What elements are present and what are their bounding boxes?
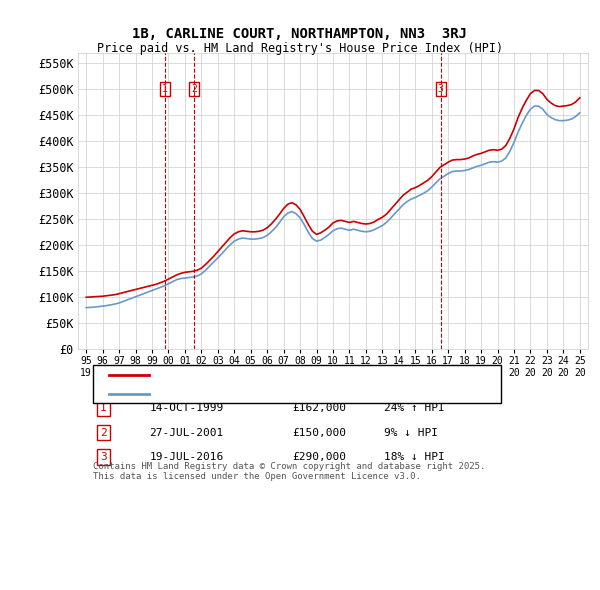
- Text: 3: 3: [438, 84, 443, 94]
- Text: HPI: Average price, detached house, West Northamptonshire: HPI: Average price, detached house, West…: [160, 389, 494, 399]
- Text: 1B, CARLINE COURT, NORTHAMPTON, NN3  3RJ: 1B, CARLINE COURT, NORTHAMPTON, NN3 3RJ: [133, 27, 467, 41]
- Text: Contains HM Land Registry data © Crown copyright and database right 2025.
This d: Contains HM Land Registry data © Crown c…: [94, 462, 485, 481]
- Text: £290,000: £290,000: [292, 452, 346, 462]
- Text: 14-OCT-1999: 14-OCT-1999: [149, 404, 224, 414]
- Text: 2: 2: [191, 84, 197, 94]
- Text: 2: 2: [100, 428, 107, 438]
- Text: 1B, CARLINE COURT, NORTHAMPTON, NN3 3RJ (detached house): 1B, CARLINE COURT, NORTHAMPTON, NN3 3RJ …: [160, 370, 488, 380]
- Text: 24% ↑ HPI: 24% ↑ HPI: [384, 404, 445, 414]
- Text: Price paid vs. HM Land Registry's House Price Index (HPI): Price paid vs. HM Land Registry's House …: [97, 42, 503, 55]
- FancyBboxPatch shape: [94, 365, 502, 403]
- Text: £150,000: £150,000: [292, 428, 346, 438]
- Text: 9% ↓ HPI: 9% ↓ HPI: [384, 428, 438, 438]
- Text: 27-JUL-2001: 27-JUL-2001: [149, 428, 224, 438]
- Text: 18% ↓ HPI: 18% ↓ HPI: [384, 452, 445, 462]
- Text: 1: 1: [100, 404, 107, 414]
- Text: £162,000: £162,000: [292, 404, 346, 414]
- Text: 1: 1: [162, 84, 168, 94]
- Text: 3: 3: [100, 452, 107, 462]
- Text: 19-JUL-2016: 19-JUL-2016: [149, 452, 224, 462]
